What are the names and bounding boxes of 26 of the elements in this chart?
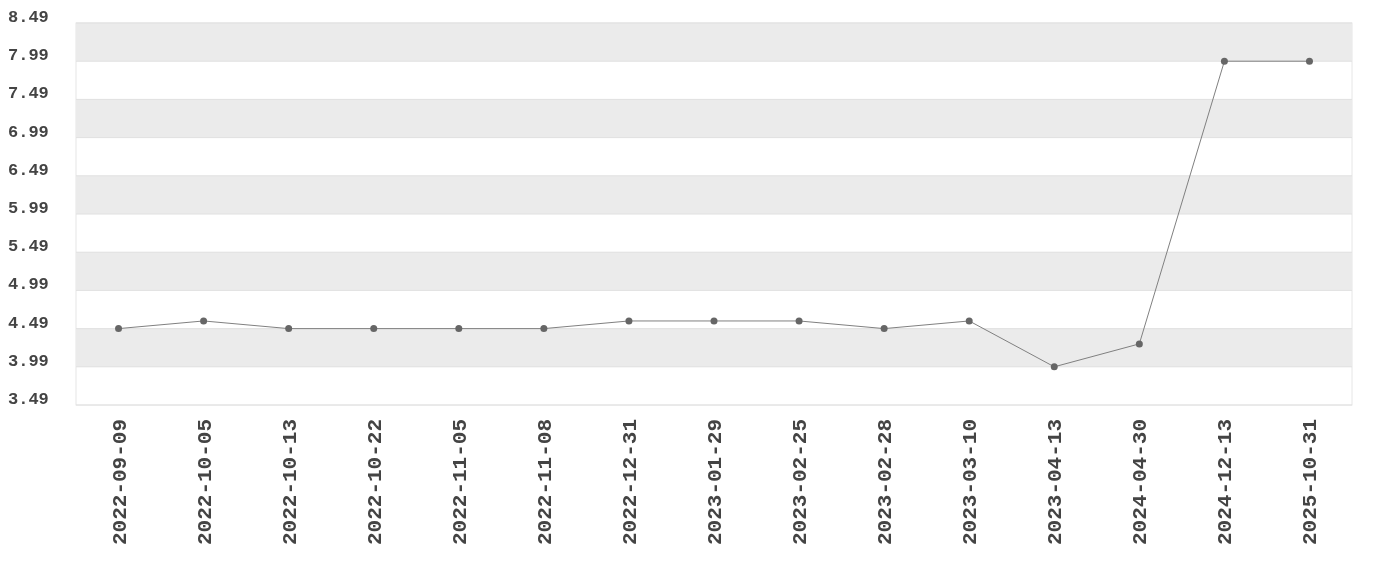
- x-tick-label: 2023-02-28: [874, 419, 898, 546]
- y-tick-label: 3.49: [8, 390, 49, 409]
- y-tick-label: 8.49: [8, 8, 49, 27]
- y-tick-label: 6.49: [8, 160, 49, 180]
- x-tick-label: 2024-04-30: [1129, 419, 1153, 546]
- y-tick-label: 3.99: [8, 351, 49, 371]
- x-tick-label: 2022-11-08: [533, 419, 557, 546]
- y-tick-label: 7.49: [8, 84, 49, 104]
- y-tick-label: 5.99: [8, 199, 49, 218]
- x-tick-label: 2022-10-13: [278, 419, 302, 546]
- x-tick-label: 2023-01-29: [704, 419, 727, 546]
- y-tick-label: 7.99: [8, 46, 49, 66]
- x-tick-label: 2022-09-09: [108, 419, 132, 546]
- x-tick-label: 2023-03-10: [959, 419, 983, 546]
- x-tick-label: 2023-04-13: [1044, 419, 1068, 546]
- x-tick-label: 2023-02-25: [789, 419, 813, 546]
- y-tick-label: 6.99: [8, 122, 49, 142]
- x-tick-label: 2022-10-22: [363, 419, 387, 546]
- y-tick-label: 4.49: [8, 313, 49, 333]
- x-tick-label: 2024-12-13: [1214, 419, 1238, 546]
- x-tick-label: 2025-10-31: [1299, 419, 1323, 546]
- x-tick-label: 2022-12-31: [618, 419, 642, 546]
- x-tick-label: 2022-10-05: [193, 419, 217, 546]
- x-tick-label: 2022-11-05: [448, 419, 472, 546]
- y-tick-label: 4.99: [8, 275, 49, 295]
- y-tick-label: 5.49: [8, 237, 49, 257]
